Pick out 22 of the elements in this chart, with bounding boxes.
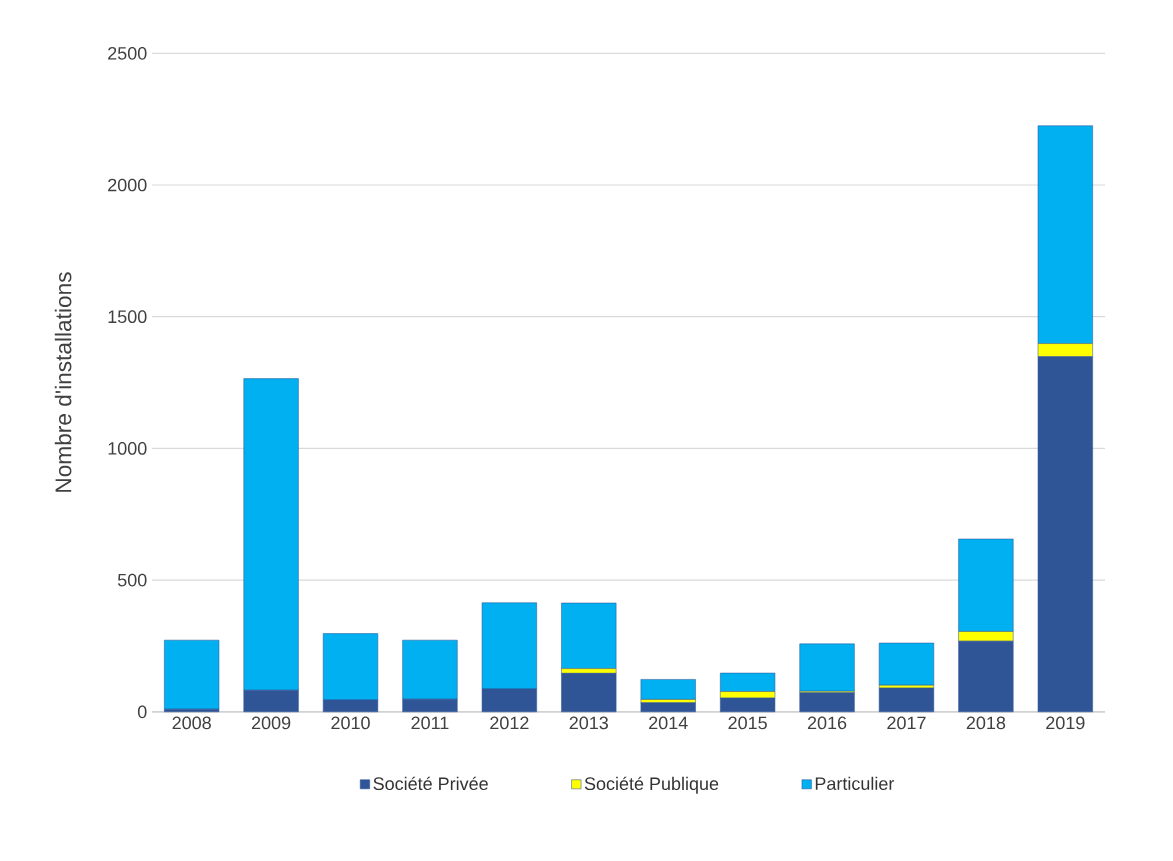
x-tick-label: 2011 xyxy=(411,716,449,730)
legend-label: Société Privée xyxy=(373,776,488,791)
y-tick-label: 2000 xyxy=(108,178,147,192)
x-tick-label: 2018 xyxy=(966,716,1006,730)
legend-label: Particulier xyxy=(815,776,895,790)
x-tick-label: 2008 xyxy=(172,716,211,730)
x-tick-label: 2015 xyxy=(728,716,767,730)
x-tick-label: 2016 xyxy=(807,716,847,730)
y-tick-label: 0 xyxy=(137,705,147,719)
x-tick-label: 2014 xyxy=(649,716,688,730)
x-tick-label: 2009 xyxy=(251,716,291,730)
y-tick-label: 1000 xyxy=(108,441,147,455)
y-tick-label: 500 xyxy=(117,573,147,587)
x-tick-label: 2012 xyxy=(490,716,529,730)
y-tick-label: 1500 xyxy=(108,310,147,324)
x-tick-label: 2010 xyxy=(331,716,370,730)
y-axis-title: Nombre d'installations xyxy=(54,272,72,492)
x-tick-label: 2013 xyxy=(569,716,608,730)
x-tick-label: 2017 xyxy=(887,716,926,730)
y-tick-label: 2500 xyxy=(108,46,147,60)
legend-label: Société Publique xyxy=(584,776,719,794)
x-tick-label: 2019 xyxy=(1046,716,1085,730)
